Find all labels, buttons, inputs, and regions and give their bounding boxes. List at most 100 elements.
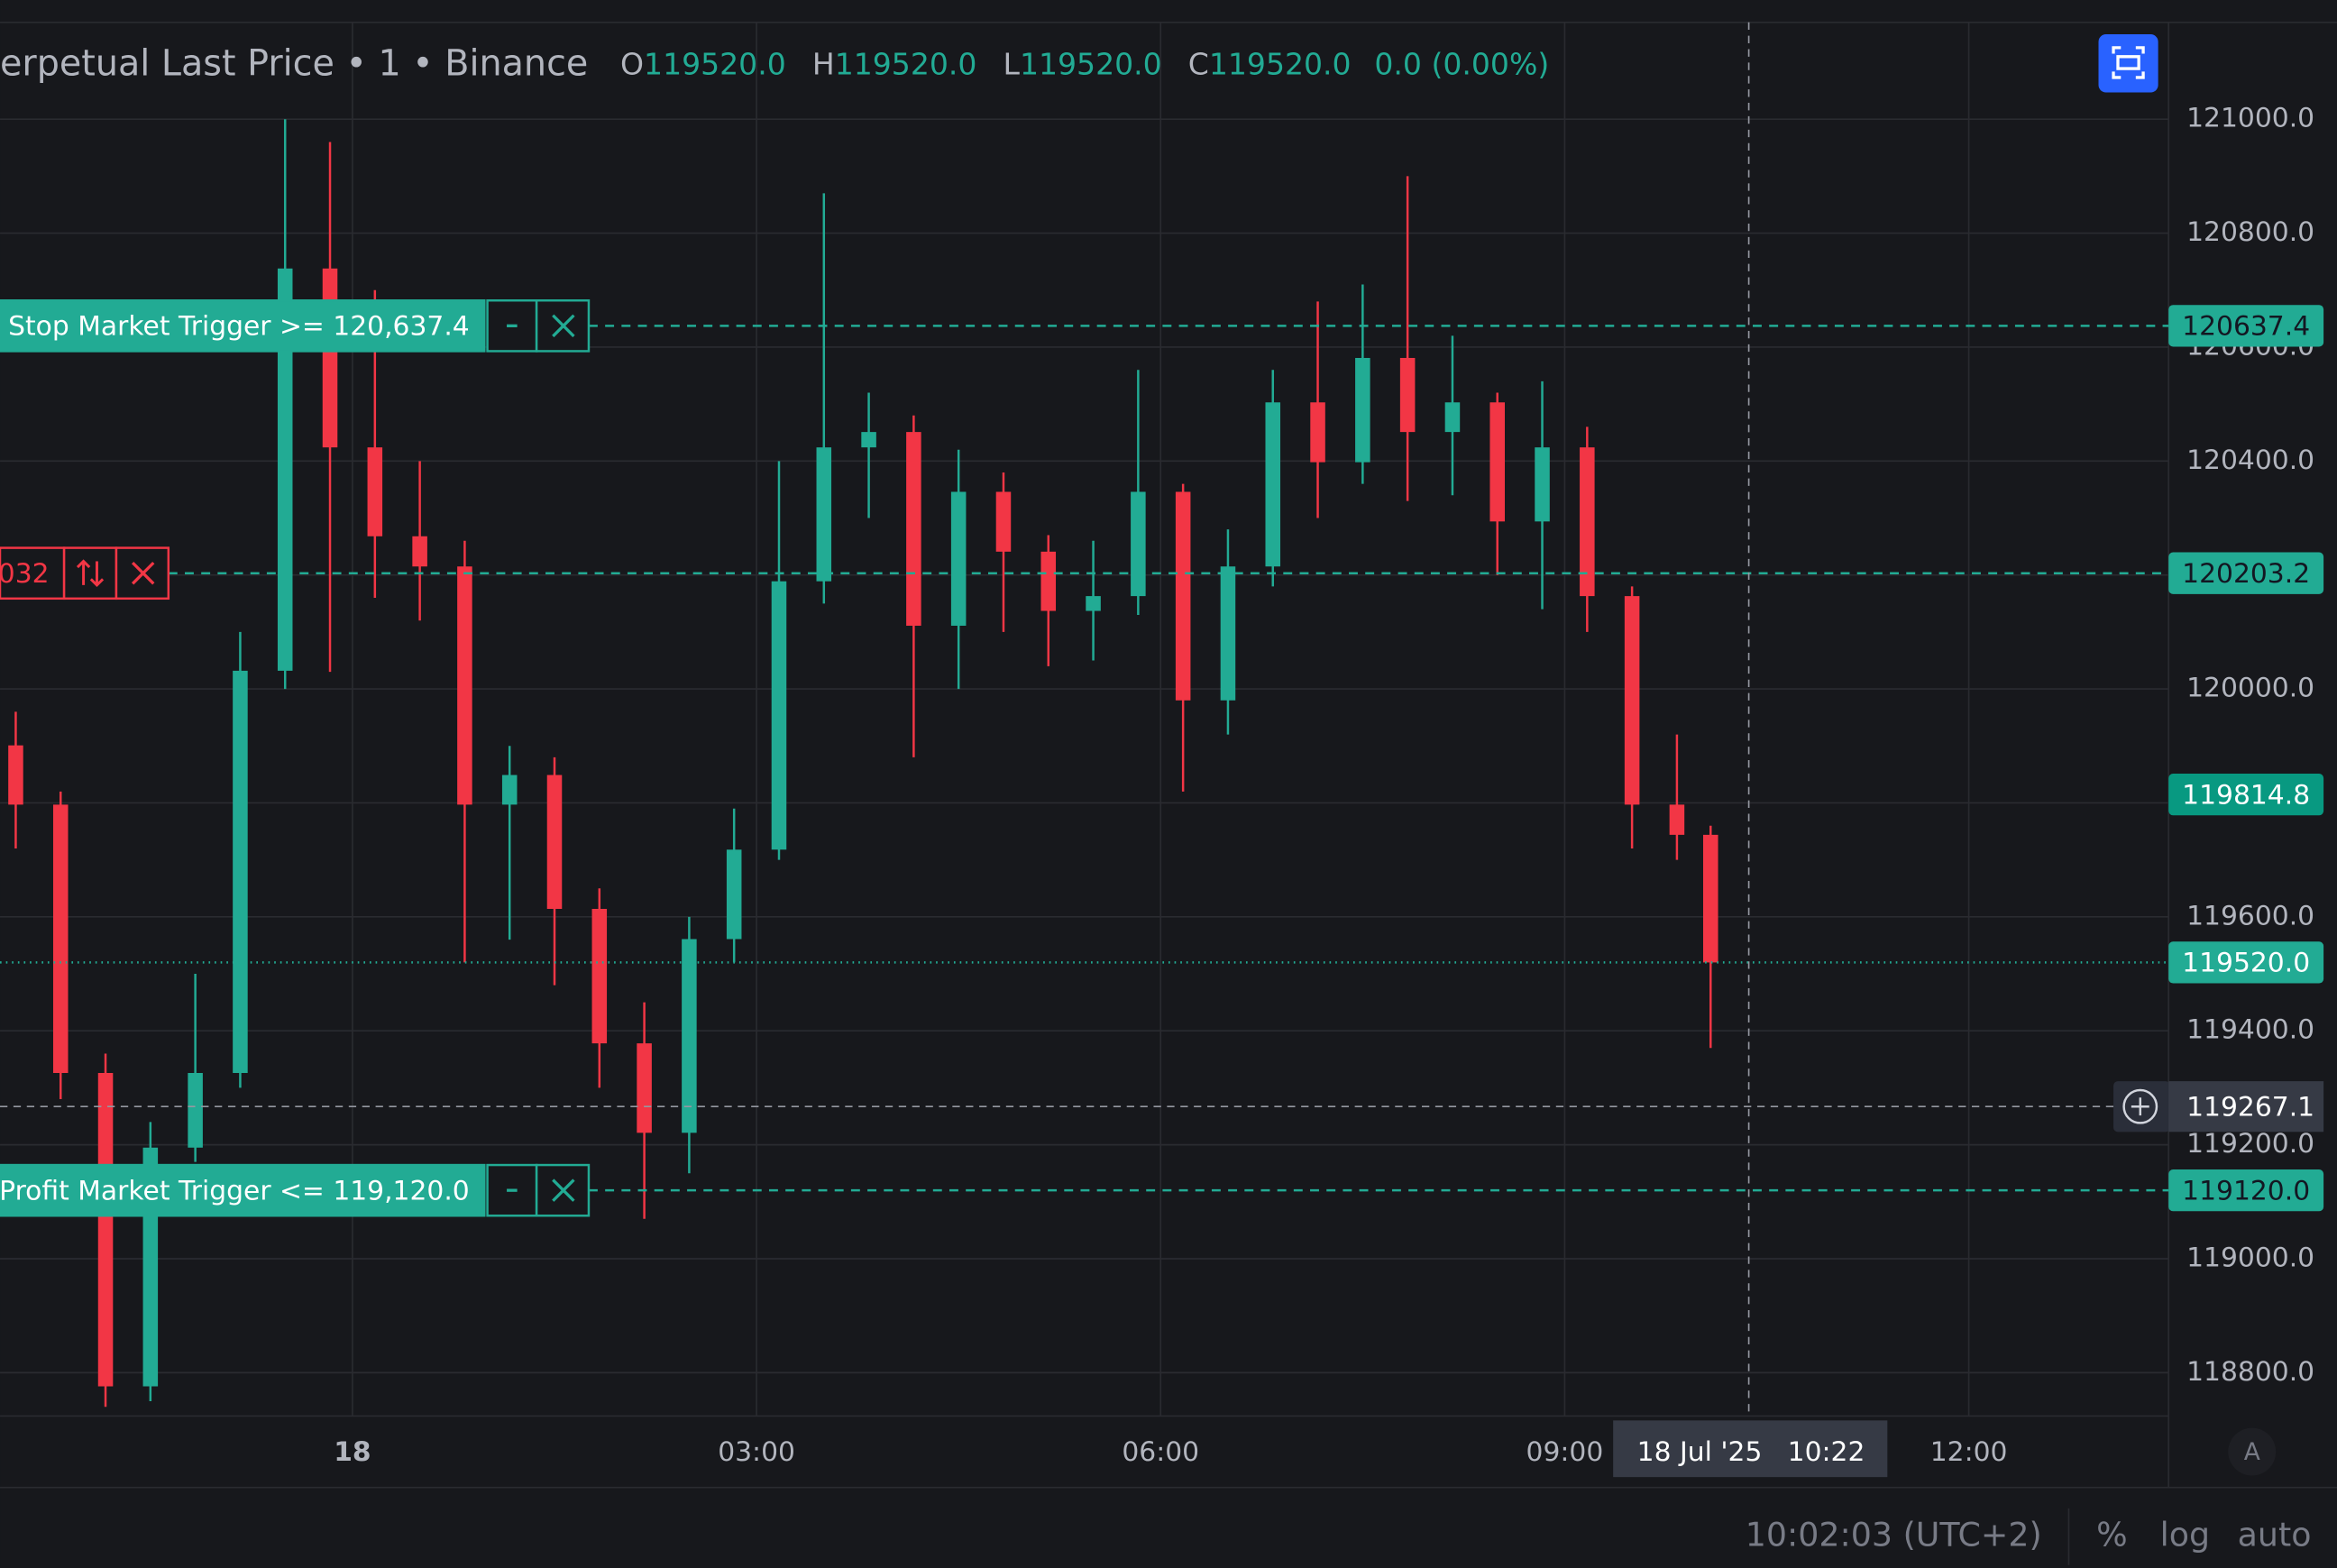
close-button[interactable] [115,546,170,601]
candle-body [682,939,697,1133]
candle-body [322,268,338,448]
candle-body [412,536,427,567]
candle-body [97,1072,114,1387]
candle-body [1624,596,1640,805]
y-tick-label: 121000.0 [2186,103,2314,134]
price-marker-tag-bg [2168,773,2324,816]
screenshot-button[interactable] [2098,34,2158,93]
candle-body [8,745,23,805]
reverse-button[interactable] [62,546,118,601]
candle-body [1040,551,1057,611]
last-price-tag-bg [2168,941,2324,984]
crosshair-price: 119267.1 [2186,1091,2314,1123]
y-tick-label: 119200.0 [2186,1128,2314,1160]
ohlc-key: H [812,46,835,81]
y-tick-label: 120400.0 [2186,445,2314,476]
candle-body [1444,402,1461,433]
candle-body [188,1072,203,1148]
crosshair-add-icon [2122,1088,2158,1124]
take-profit-label-bg [0,1163,486,1217]
percent-toggle[interactable]: % [2096,1515,2128,1554]
ohlc-value: 119520.0 [644,46,786,81]
stop-order-tag: 120637.4 [2182,310,2310,342]
candle-body [1310,402,1325,463]
stop-order-tag-bg [2168,305,2324,347]
candle-body [1703,834,1718,963]
legend: erpetual Last Price • 1 • Binance O11952… [0,42,1549,84]
candle-body [1399,357,1416,433]
candle-body [1265,402,1281,567]
log-toggle[interactable]: log [2160,1515,2210,1554]
position-label: -032 [0,558,50,590]
stop-order-label: Stop Market Trigger >= 120,637.4 [8,310,470,342]
candle-body [591,909,608,1044]
candle-body [1535,447,1550,522]
candle-body [1220,566,1236,701]
y-tick-label: 120000.0 [2186,673,2314,704]
candle-body [861,432,876,448]
crosshair-price-bg [2168,1081,2324,1132]
crosshair-add-plus [2131,1097,2149,1116]
reverse-icon [76,559,105,588]
candle-body [1669,804,1685,835]
x-tick-label: 18 [334,1436,371,1468]
close-icon [552,1178,575,1202]
take-profit-label: Profit Market Trigger <= 119,120.0 [0,1175,470,1206]
auto-button[interactable]: A [2228,1427,2277,1476]
x-tick-label: 09:00 [1526,1436,1604,1468]
auto-toggle[interactable]: auto [2238,1515,2312,1554]
button-icon [2112,46,2145,79]
button-label[interactable]: A [2244,1438,2260,1466]
candle-body [1131,491,1146,597]
price-marker-tag: 119814.8 [2182,779,2310,811]
ohlc-value: 119520.0 [1020,46,1162,81]
ohlc-value: 119520.0 [1209,46,1352,81]
take-profit-tag: 119120.0 [2182,1175,2310,1206]
candle-body [277,268,293,671]
candle-body [367,447,383,536]
candle-body [726,849,742,940]
position-tag: 120203.2 [2182,558,2310,590]
candle-body [906,432,921,626]
candle-body [52,804,69,1073]
button-bg[interactable] [2098,34,2158,93]
x-tick-label: 03:00 [718,1436,795,1468]
candle-body [1489,402,1505,522]
last-price-tag: 119520.0 [2182,948,2310,979]
crosshair-time: 10:22 [1788,1436,1865,1468]
button-bg[interactable] [2228,1427,2277,1476]
candle-body [457,566,472,805]
x-tick-label: 12:00 [1930,1436,2008,1468]
candle-body [995,491,1012,552]
y-tick-label: 120800.0 [2186,216,2314,248]
candle-body [1086,596,1101,611]
ohlc-key: C [1188,46,1209,81]
position-label-bg [0,546,66,601]
ohlc-key: L [1004,46,1021,81]
position-tag-bg [2168,552,2324,594]
close-icon [552,314,575,338]
candle-body [546,775,563,910]
x-tick-label: 06:00 [1122,1436,1199,1468]
change: 0.0 (0.00%) [1374,46,1549,81]
crosshair-date: 18 Jul '25 [1637,1436,1763,1468]
candle-body [816,447,832,582]
symbol-title: erpetual Last Price • 1 • Binance [0,42,588,84]
ohlc-key: O [620,46,644,81]
candle-body [637,1043,652,1133]
y-tick-label: 118800.0 [2186,1356,2314,1388]
plot [0,22,2169,1417]
candle-body [501,775,518,805]
take-profit-tag-bg [2168,1169,2324,1212]
y-tick-label: 119600.0 [2186,900,2314,931]
crosshair-time-bg [1613,1420,1888,1478]
candle-body [233,670,248,1073]
candle-body [771,581,787,850]
candle-body [1580,447,1595,597]
candle-body [1175,491,1191,701]
y-tick-label: 119400.0 [2186,1014,2314,1046]
ohlc-value: 119520.0 [835,46,977,81]
stop-order-label-bg [0,298,486,353]
